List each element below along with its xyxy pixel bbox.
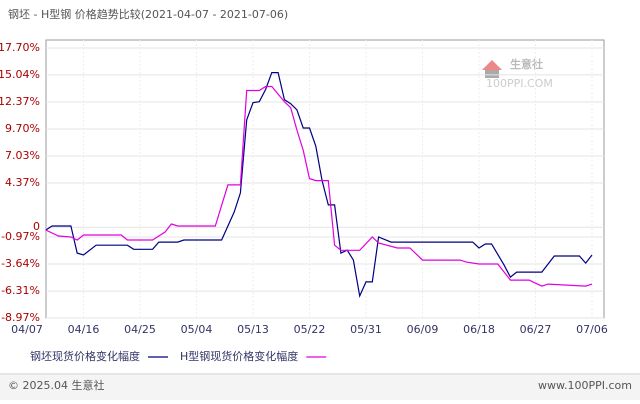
watermark-site: 100PPI.COM (486, 77, 553, 90)
footer-right: www.100PPI.com (538, 379, 632, 392)
x-tick-label: 05/13 (237, 323, 269, 336)
footer-left: © 2025.04 生意社 (8, 378, 104, 392)
y-tick-label: 17.70% (0, 41, 40, 54)
y-tick-label: 12.37% (0, 95, 40, 108)
x-tick-label: 05/31 (350, 323, 382, 336)
watermark-text: 生意社 (510, 57, 543, 71)
series-line (45, 72, 593, 299)
watermark: 生意社 100PPI.COM (482, 57, 553, 90)
watermark-logo (482, 60, 502, 70)
y-tick-label: 4.37% (5, 176, 40, 189)
series-line (45, 85, 593, 287)
y-tick-label: -8.97% (1, 311, 40, 324)
footer-bg (0, 375, 640, 400)
legend-label: 钢坯现货价格变化幅度 (30, 349, 140, 363)
x-tick-label: 04/07 (11, 323, 43, 336)
watermark-logo (485, 70, 499, 78)
x-tick-label: 06/27 (520, 323, 552, 336)
y-tick-label: 9.70% (5, 122, 40, 135)
x-tick-label: 07/06 (576, 323, 608, 336)
y-tick-label: -3.64% (1, 257, 40, 270)
x-tick-label: 05/22 (294, 323, 326, 336)
x-tick-label: 06/09 (407, 323, 439, 336)
y-tick-label: 7.03% (5, 149, 40, 162)
x-tick-label: 04/16 (68, 323, 100, 336)
legend-label: H型钢现货价格变化幅度 (180, 349, 298, 363)
chart-title: 钢坯 - H型钢 价格趋势比较(2021-04-07 - 2021-07-06) (8, 7, 288, 21)
x-tick-label: 06/18 (463, 323, 495, 336)
y-tick-label: -0.97% (1, 230, 40, 243)
y-tick-label: 0 (33, 220, 40, 233)
y-tick-label: 15.04% (0, 68, 40, 81)
y-tick-label: -6.31% (1, 284, 40, 297)
x-tick-label: 05/04 (181, 323, 213, 336)
x-tick-label: 04/25 (124, 323, 156, 336)
